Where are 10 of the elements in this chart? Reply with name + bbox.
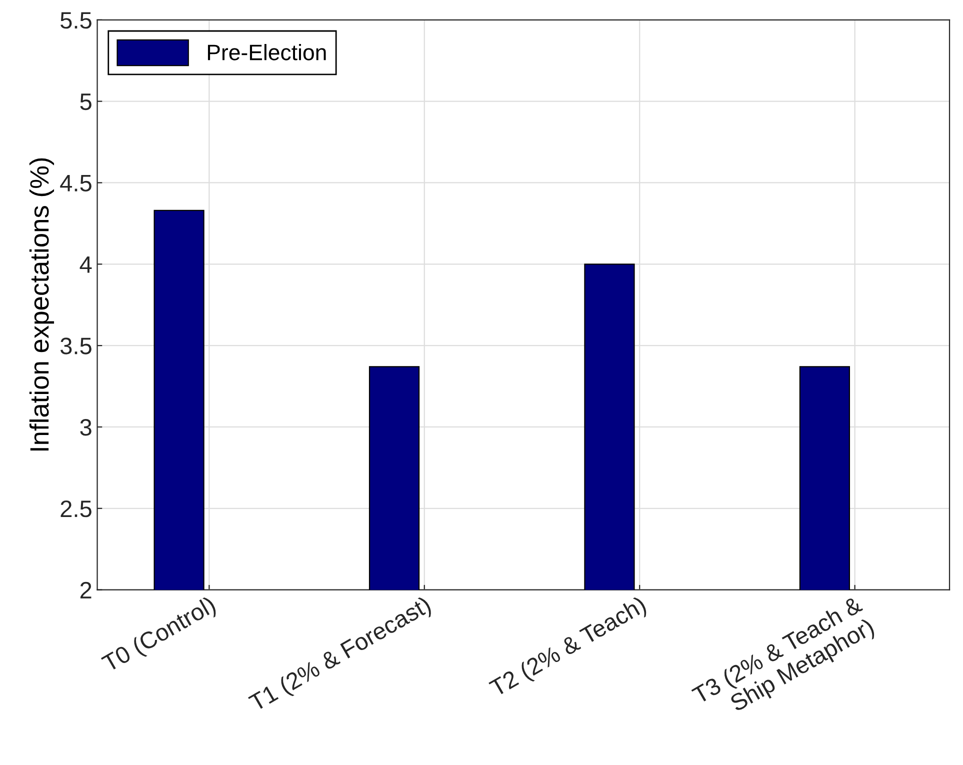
y-tick-label: 2.5 [60, 500, 92, 518]
y-tick-label: 4 [80, 256, 92, 273]
y-tick-label: 2 [80, 582, 92, 598]
y-tick-label: 5 [80, 94, 92, 110]
y-tick-label: 4.5 [60, 175, 92, 192]
y-axis-title: Inflation expectations (%) [29, 158, 54, 451]
y-tick-label: 5.5 [60, 12, 92, 29]
legend-label: Pre-Election [208, 44, 326, 60]
y-tick-label: 3.5 [60, 338, 92, 354]
y-tick-label: 3 [80, 419, 92, 436]
